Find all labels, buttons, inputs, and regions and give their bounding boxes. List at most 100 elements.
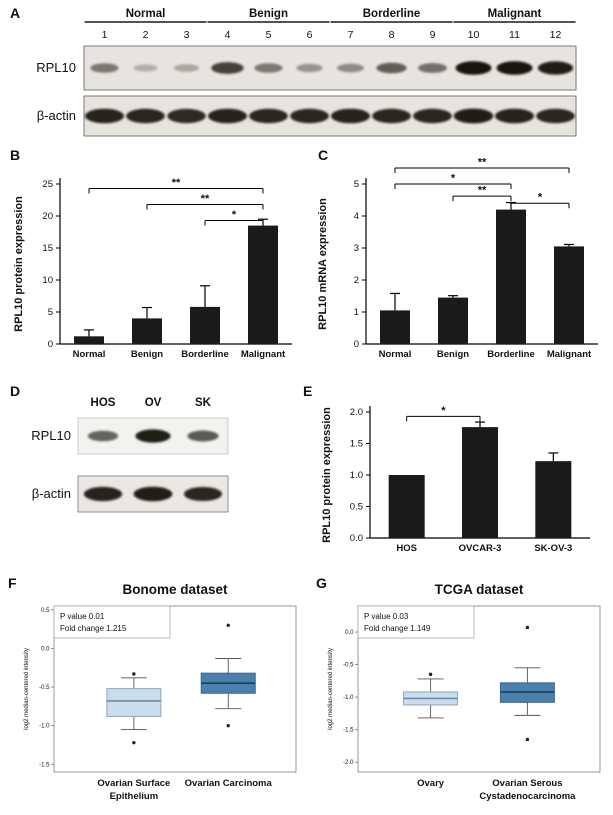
outlier-dot (525, 625, 530, 630)
x-category-label: Ovary (417, 778, 445, 789)
outlier-dot (132, 672, 136, 676)
y-tick-label: 0.0 (345, 630, 354, 636)
lane-label: OV (145, 397, 162, 409)
sig-label: * (451, 173, 456, 185)
bar (388, 475, 425, 538)
box-plot-bonome: Bonome dataset 0.5 0.0 -0.5 -1.0 -1.5 log2 med… (24, 582, 297, 802)
group-label: Malignant (488, 8, 542, 20)
y-tick-label: -1.5 (343, 728, 354, 734)
lane-number: 2 (143, 29, 149, 41)
box (106, 688, 162, 717)
x-category-label: SK-OV-3 (534, 543, 572, 554)
chart-title: TCGA dataset (435, 582, 524, 597)
x-category-label: Normal (73, 349, 106, 360)
blot-band (83, 486, 123, 502)
bar (132, 318, 162, 344)
x-category-label: Benign (131, 349, 163, 360)
y-tick-label: -1.0 (343, 695, 354, 701)
bar (535, 461, 572, 538)
y-axis-label: RPL10 protein expression (13, 196, 25, 332)
bar (438, 297, 468, 344)
lane-number: 7 (348, 29, 354, 41)
blot-band (167, 108, 206, 124)
annotation-box (357, 605, 475, 639)
x-category-label: Normal (379, 349, 412, 360)
blot-band (174, 64, 199, 72)
y-tick-label: 0.0 (41, 646, 50, 652)
y-tick-label: 15 (42, 243, 53, 254)
bar (74, 336, 104, 344)
annotation-text: Fold change 1.149 (364, 624, 431, 633)
lane-number: 9 (430, 29, 436, 41)
x-category-label: Borderline (181, 349, 229, 360)
annotation-text: Fold change 1.215 (60, 624, 127, 633)
y-tick-label: 5 (48, 307, 53, 318)
annotation-text: P value 0.03 (364, 612, 409, 621)
blot-band (413, 108, 452, 124)
blot-box (83, 95, 577, 137)
y-tick-label: 25 (42, 179, 53, 190)
lane-label: SK (195, 397, 212, 409)
bar (462, 427, 498, 538)
panel-e-label: E (303, 383, 313, 399)
lane-number: 3 (184, 29, 190, 41)
y-axis-label: log2 median-centered intensity (328, 648, 334, 730)
lane-number: 8 (389, 29, 395, 41)
x-category-label: Malignant (241, 349, 286, 360)
blot-box (83, 45, 577, 91)
x-category-label: OVCAR-3 (459, 543, 502, 554)
sig-label: * (232, 209, 237, 221)
blot-band (84, 108, 125, 124)
blot-band (496, 61, 533, 75)
y-tick-label: 2 (354, 275, 359, 286)
lane-number: 1 (102, 29, 108, 41)
y-tick-label: -0.5 (39, 685, 50, 691)
blot-band (330, 108, 371, 124)
x-category-label: Benign (437, 349, 469, 360)
blot-band (254, 63, 283, 73)
y-tick-label: -0.5 (343, 663, 354, 669)
blot-band (133, 64, 158, 72)
y-tick-label: -1.5 (39, 762, 50, 768)
lane-number: 4 (225, 29, 231, 41)
blot-row-label: β-actin (32, 486, 71, 501)
bar (496, 209, 526, 344)
x-category-label: Malignant (547, 349, 592, 360)
y-tick-label: 1.0 (350, 470, 363, 481)
panel-g-label: G (316, 575, 327, 591)
blot-band (135, 429, 171, 443)
y-axis-label: RPL10 mRNA expression (317, 198, 329, 330)
blot-band (376, 62, 407, 74)
outlier-dot (132, 740, 136, 745)
outlier-dot (226, 723, 230, 728)
blot-band (183, 486, 223, 502)
blot-band (536, 108, 575, 124)
blot-band (87, 430, 119, 442)
panel-a-label: A (10, 5, 21, 21)
x-category-label: Borderline (487, 349, 535, 360)
blot-band (90, 63, 119, 73)
panel-b-label: B (10, 147, 21, 163)
y-tick-label: 20 (42, 211, 53, 222)
sig-label: ** (478, 185, 487, 197)
outlier-dot (428, 672, 433, 677)
y-axis-label: RPL10 protein expression (321, 407, 333, 543)
sig-label: * (538, 192, 543, 204)
lane-number: 5 (266, 29, 272, 41)
blot-band (290, 108, 329, 124)
blot-row-label: β-actin (37, 108, 76, 123)
panel-d-label: D (10, 383, 21, 399)
lane-label: HOS (91, 397, 116, 409)
blot-band (126, 108, 165, 124)
y-tick-label: 1 (354, 307, 359, 318)
blot-band (372, 108, 411, 124)
annotation-text: P value 0.01 (60, 612, 105, 621)
blot-band (494, 108, 535, 124)
lane-number: 12 (550, 29, 562, 41)
y-tick-label: 3 (354, 243, 359, 254)
x-category-label: Cystadenocarcinoma (479, 791, 576, 802)
y-tick-label: 2.0 (350, 407, 363, 418)
bar (380, 310, 410, 344)
blot-band (133, 486, 173, 502)
